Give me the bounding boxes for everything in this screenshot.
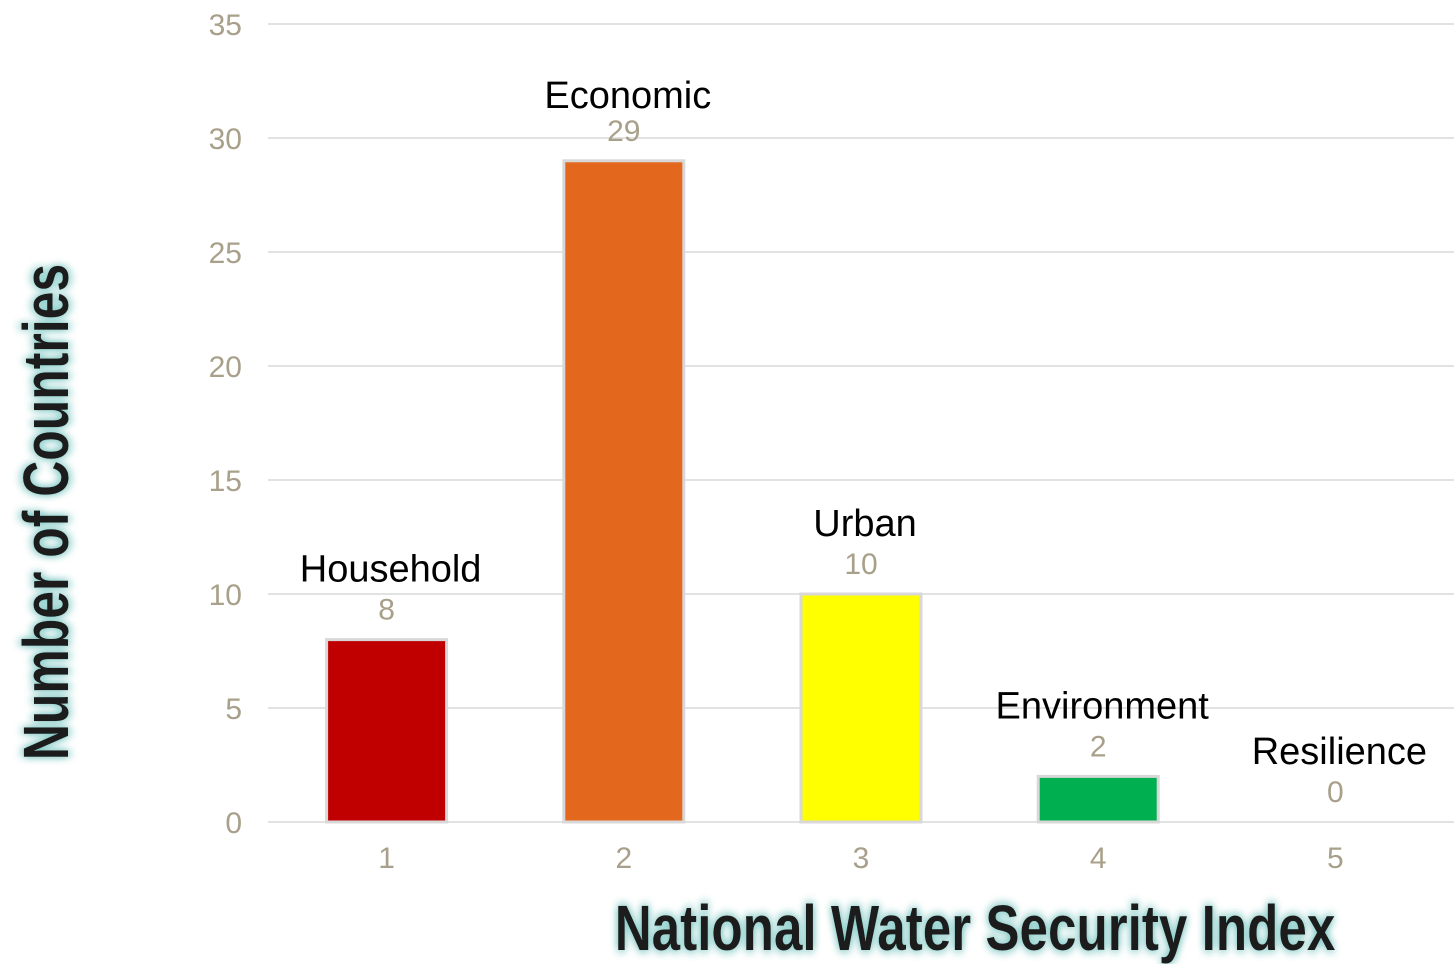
x-axis-title: National Water Security Index [615, 894, 1336, 964]
y-tick-label: 25 [209, 237, 242, 270]
value-label: 8 [378, 594, 395, 627]
bar-name-label: Environment [996, 685, 1210, 727]
y-tick-label: 30 [209, 123, 242, 156]
bar-economic [562, 159, 686, 824]
bars [325, 159, 1160, 824]
y-tick-label: 10 [209, 579, 242, 612]
x-tick-label: 3 [853, 842, 870, 875]
bar-urban [799, 592, 923, 824]
y-tick-label: 0 [225, 807, 242, 840]
x-tick-label: 4 [1090, 842, 1107, 875]
y-tick-label: 20 [209, 351, 242, 384]
y-tick-label: 5 [225, 693, 242, 726]
value-label: 0 [1327, 776, 1344, 809]
x-tick-label: 5 [1327, 842, 1344, 875]
x-tick-label: 1 [378, 842, 395, 875]
bar-environment [1036, 774, 1160, 824]
bar-category-labels: Household Economic Urban Environment Resilie… [300, 75, 1427, 773]
x-tick-label: 2 [615, 842, 632, 875]
bar-name-label: Household [300, 549, 482, 591]
value-labels: 8 29 10 2 0 [378, 115, 1343, 809]
bar-name-label: Resilience [1252, 731, 1427, 773]
y-axis-ticks: 0 5 10 15 20 25 30 35 [209, 9, 242, 840]
bar-name-label: Urban [813, 503, 917, 545]
y-tick-label: 35 [209, 9, 242, 42]
value-label: 2 [1090, 730, 1107, 763]
bar-name-label: Economic [544, 75, 711, 117]
bar-household [325, 638, 449, 824]
value-label: 29 [607, 115, 640, 148]
y-axis-title: Number of Countries [11, 264, 82, 760]
x-axis-ticks: 1 2 3 4 5 [378, 842, 1343, 875]
value-label: 10 [844, 548, 877, 581]
y-tick-label: 15 [209, 465, 242, 498]
